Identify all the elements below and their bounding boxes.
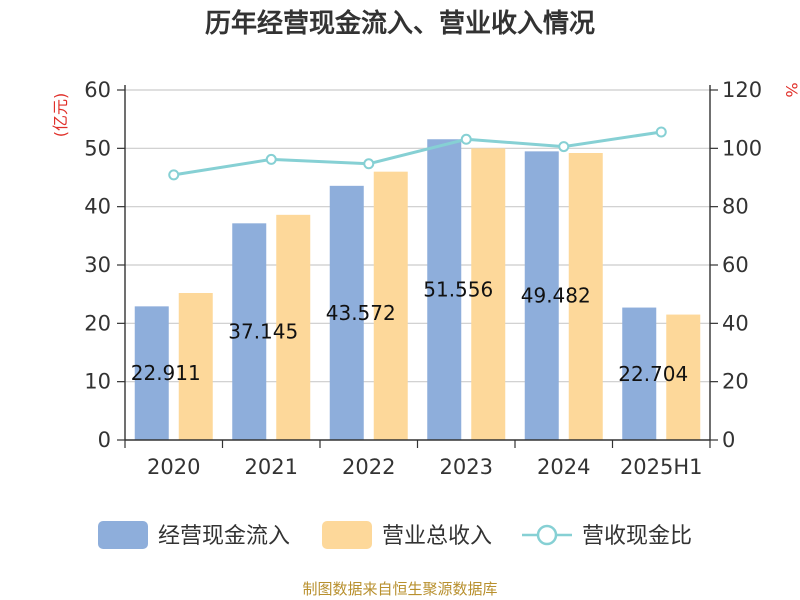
x-axis-tick-label: 2025H1 <box>620 455 703 479</box>
bar-cash-inflow <box>524 151 559 441</box>
left-axis-tick-label: 30 <box>84 253 111 277</box>
bar-revenue <box>471 148 506 441</box>
ratio-point <box>168 169 180 181</box>
legend-label-revenue[interactable]: 营业总收入 <box>382 524 492 549</box>
ratio-point <box>363 158 375 170</box>
bar-cash-inflow <box>427 139 462 441</box>
bar-cash-inflow <box>134 306 169 440</box>
ratio-point <box>558 141 570 153</box>
right-axis-tick-label: 80 <box>722 195 749 219</box>
ratio-point <box>655 126 667 138</box>
data-label-cash-inflow: 51.556 <box>423 278 493 302</box>
data-label-cash-inflow: 37.145 <box>228 320 298 344</box>
bar-revenue <box>666 314 701 440</box>
left-axis-tick-label: 40 <box>84 195 111 219</box>
left-axis-unit: (亿元) <box>51 93 70 138</box>
legend-swatch-ratio-marker <box>536 524 558 546</box>
legend-label-ratio[interactable]: 营收现金比 <box>582 524 692 549</box>
x-axis-tick-label: 2022 <box>342 455 395 479</box>
legend-label-cash-inflow[interactable]: 经营现金流入 <box>158 524 290 549</box>
right-axis-tick-label: 60 <box>722 253 749 277</box>
data-label-cash-inflow: 22.704 <box>618 362 688 386</box>
bar-revenue <box>568 153 603 440</box>
data-label-cash-inflow: 43.572 <box>326 301 396 325</box>
right-axis-tick-label: 40 <box>722 311 749 335</box>
data-label-cash-inflow: 22.911 <box>131 361 201 385</box>
bar-revenue <box>178 293 213 440</box>
ratio-line <box>168 126 667 181</box>
bar-cash-inflow <box>232 223 267 440</box>
data-label-cash-inflow: 49.482 <box>521 284 591 308</box>
right-axis-tick-label: 100 <box>722 136 762 160</box>
right-axis-tick-label: 120 <box>722 78 762 102</box>
bar-cash-inflow <box>622 307 657 440</box>
right-axis-unit: % <box>782 82 800 97</box>
left-axis-tick-label: 0 <box>98 428 111 452</box>
bar-cash-inflow <box>329 185 364 440</box>
legend: 经营现金流入 营业总收入 营收现金比 <box>98 521 692 549</box>
legend-swatch-cash-inflow <box>98 521 148 549</box>
right-axis-tick-label: 0 <box>722 428 735 452</box>
left-axis-tick-label: 60 <box>84 78 111 102</box>
right-axis-tick-label: 20 <box>722 370 749 394</box>
x-axis-tick-label: 2023 <box>440 455 493 479</box>
bars <box>134 139 701 441</box>
x-axis-tick-label: 2024 <box>537 455 590 479</box>
x-axis-tick-label: 2021 <box>245 455 298 479</box>
ratio-line-path <box>173 130 662 177</box>
legend-swatch-revenue <box>322 521 372 549</box>
grid-lines <box>125 89 710 383</box>
data-labels: 22.911 37.145 43.572 51.556 49.482 22.704 <box>131 278 688 386</box>
left-axis-tick-label: 20 <box>84 311 111 335</box>
left-axis-tick-label: 50 <box>84 136 111 160</box>
left-axis-tick-label: 10 <box>84 370 111 394</box>
ratio-point <box>265 153 277 165</box>
ratio-point <box>460 133 472 145</box>
x-axis-tick-label: 2020 <box>147 455 200 479</box>
bar-revenue <box>276 214 311 440</box>
data-source-note: 制图数据来自恒生聚源数据库 <box>302 580 497 598</box>
chart-title: 历年经营现金流入、营业收入情况 <box>205 8 595 39</box>
bar-revenue <box>373 171 408 440</box>
